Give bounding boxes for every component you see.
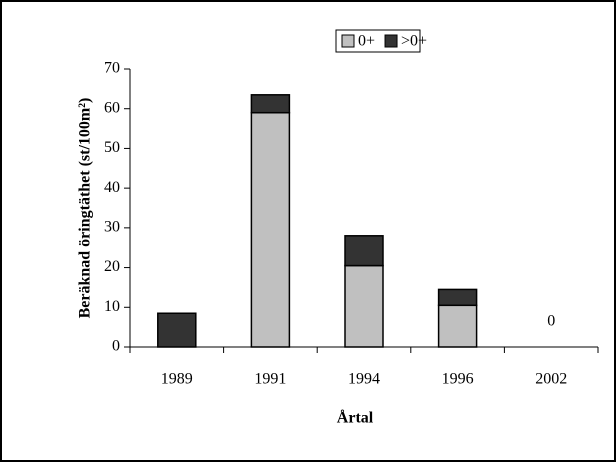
bar-segment <box>157 312 197 348</box>
x-tick-label: 1991 <box>254 371 286 388</box>
legend-swatch <box>384 34 398 48</box>
y-tick-label: 60 <box>104 99 120 116</box>
x-tick-label: 1994 <box>348 371 380 388</box>
y-tick-label: 50 <box>104 139 120 156</box>
bar-segment <box>437 304 478 348</box>
bar-segment <box>250 111 291 348</box>
bar-segment <box>344 264 384 348</box>
x-axis-label: Årtal <box>337 409 374 427</box>
legend-label: >0+ <box>401 33 427 50</box>
legend-box <box>335 29 421 53</box>
bar-segment <box>437 288 478 307</box>
y-tick-label: 70 <box>104 60 120 77</box>
legend-swatch <box>341 34 355 48</box>
x-tick-label: 2002 <box>535 371 567 388</box>
annotation: 0 <box>547 313 555 330</box>
y-axis-label: Beräknad öringtäthet (st/100m²) <box>77 98 94 319</box>
legend-label: 0+ <box>358 33 375 50</box>
bar-segment <box>250 94 291 114</box>
y-tick-label: 20 <box>104 258 120 275</box>
y-tick-label: 10 <box>104 298 120 315</box>
y-tick-label: 30 <box>104 219 120 236</box>
y-tick-label: 40 <box>104 179 120 196</box>
x-tick-label: 1989 <box>161 371 193 388</box>
y-tick-label: 0 <box>112 338 120 355</box>
bar-segment <box>344 235 384 267</box>
x-tick-label: 1996 <box>442 371 474 388</box>
